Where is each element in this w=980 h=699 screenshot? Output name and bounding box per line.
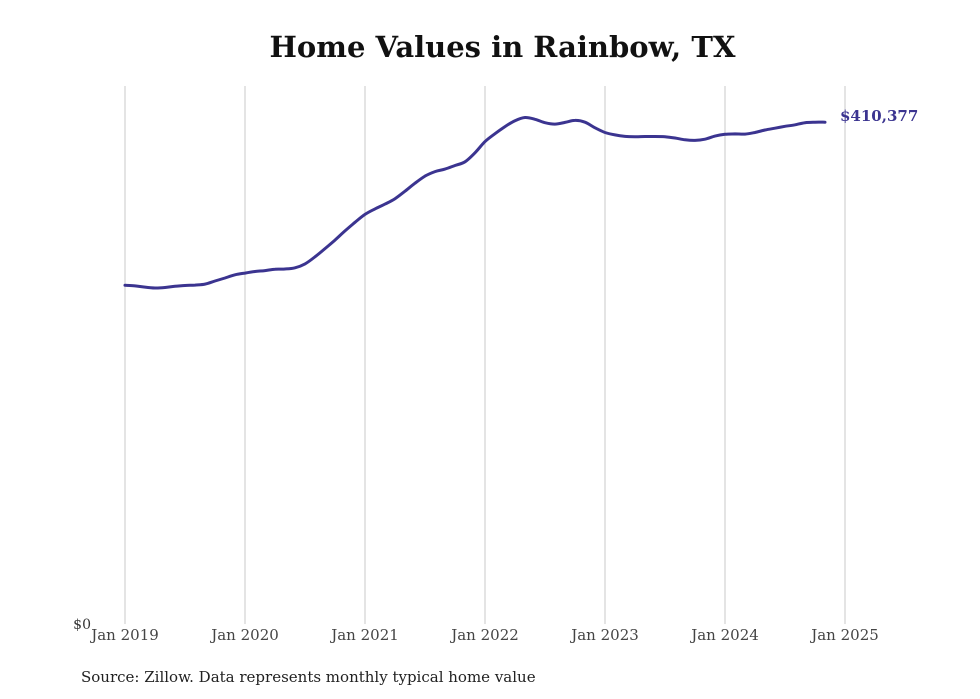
data-point-2023-04 (633, 135, 637, 139)
data-point-2024-06 (773, 126, 777, 130)
data-point-2020-11 (343, 229, 347, 233)
data-point-2022-05 (523, 116, 527, 120)
data-point-2021-06 (413, 181, 417, 185)
data-point-2023-07 (663, 135, 667, 139)
data-point-2020-02 (253, 270, 257, 274)
data-point-2021-11 (463, 160, 467, 164)
series-line (123, 115, 827, 290)
data-point-2024-08 (793, 123, 797, 127)
data-point-2022-11 (583, 120, 587, 124)
data-point-2019-02 (133, 284, 137, 288)
data-point-2022-06 (533, 117, 537, 121)
data-point-2024-10 (813, 120, 817, 124)
data-point-2020-03 (263, 269, 267, 273)
data-point-2021-09 (443, 167, 447, 171)
data-point-2021-04 (393, 197, 397, 201)
data-point-2022-07 (543, 121, 547, 125)
data-point-2022-12 (593, 126, 597, 130)
data-point-2021-05 (403, 189, 407, 193)
data-point-2020-01 (243, 271, 247, 275)
data-point-2019-06 (173, 284, 177, 288)
series-layer: $410,377 (123, 107, 918, 290)
data-point-2021-01 (363, 212, 367, 216)
data-point-2024-04 (753, 131, 757, 135)
data-point-2024-01 (723, 132, 727, 136)
data-point-2022-09 (563, 120, 567, 124)
end-value-label: $410,377 (840, 107, 918, 125)
data-point-2023-01 (603, 131, 607, 135)
data-point-2021-12 (473, 151, 477, 155)
data-point-2020-06 (293, 266, 297, 270)
data-point-2023-09 (683, 138, 687, 142)
data-point-2023-02 (613, 133, 617, 137)
data-point-2023-06 (653, 135, 657, 139)
data-point-2020-09 (323, 247, 327, 251)
data-point-2024-07 (783, 124, 787, 128)
data-point-2021-07 (423, 174, 427, 178)
data-point-2023-12 (713, 134, 717, 138)
grid-lines (124, 86, 846, 624)
data-point-2020-04 (273, 267, 277, 271)
data-point-2020-05 (283, 267, 287, 271)
data-point-2023-05 (643, 135, 647, 139)
data-point-2024-09 (803, 121, 807, 125)
x-tick-label: Jan 2023 (569, 626, 639, 644)
x-tick-label: Jan 2024 (689, 626, 759, 644)
x-tick-label: Jan 2022 (449, 626, 519, 644)
data-point-2023-03 (623, 134, 627, 138)
data-point-2020-12 (353, 220, 357, 224)
data-point-2021-10 (453, 164, 457, 168)
data-point-2024-03 (743, 132, 747, 136)
data-point-2024-02 (733, 132, 737, 136)
data-point-2022-02 (493, 132, 497, 136)
data-point-2024-05 (763, 128, 767, 132)
x-axis-ticks: Jan 2019 Jan 2020 Jan 2021 Jan 2022 Jan 2023… (73, 617, 879, 644)
data-point-2022-08 (553, 122, 557, 126)
data-point-2022-03 (503, 125, 507, 129)
x-tick-label: Jan 2019 (89, 626, 159, 644)
data-point-2019-04 (153, 286, 157, 290)
data-point-2022-01 (483, 140, 487, 144)
data-point-2021-08 (433, 170, 437, 174)
x-tick-label: Jan 2021 (329, 626, 399, 644)
x-tick-label: Jan 2025 (809, 626, 879, 644)
chart-title: Home Values in Rainbow, TX (269, 30, 736, 64)
data-point-2020-07 (303, 262, 307, 266)
data-point-2019-09 (203, 282, 207, 286)
data-point-2020-08 (313, 255, 317, 259)
data-point-2019-11 (223, 276, 227, 280)
data-point-2019-12 (233, 273, 237, 277)
data-point-2022-10 (573, 118, 577, 122)
data-point-2019-10 (213, 279, 217, 283)
data-point-2019-05 (163, 286, 167, 290)
data-point-2021-02 (373, 207, 377, 211)
data-point-2022-04 (513, 119, 517, 123)
data-point-2023-08 (673, 136, 677, 140)
data-point-2023-11 (703, 137, 707, 141)
data-point-2019-07 (183, 284, 187, 288)
data-point-2019-03 (143, 285, 147, 289)
data-point-2023-10 (693, 138, 697, 142)
data-point-2020-10 (333, 238, 337, 242)
source-note: Source: Zillow. Data represents monthly … (81, 668, 536, 686)
x-tick-label: Jan 2020 (209, 626, 279, 644)
data-point-2019-01 (123, 283, 127, 287)
data-point-2024-11 (823, 120, 827, 124)
y-tick-label: $0 (73, 617, 91, 633)
data-point-2019-08 (193, 283, 197, 287)
data-point-2021-03 (383, 202, 387, 206)
